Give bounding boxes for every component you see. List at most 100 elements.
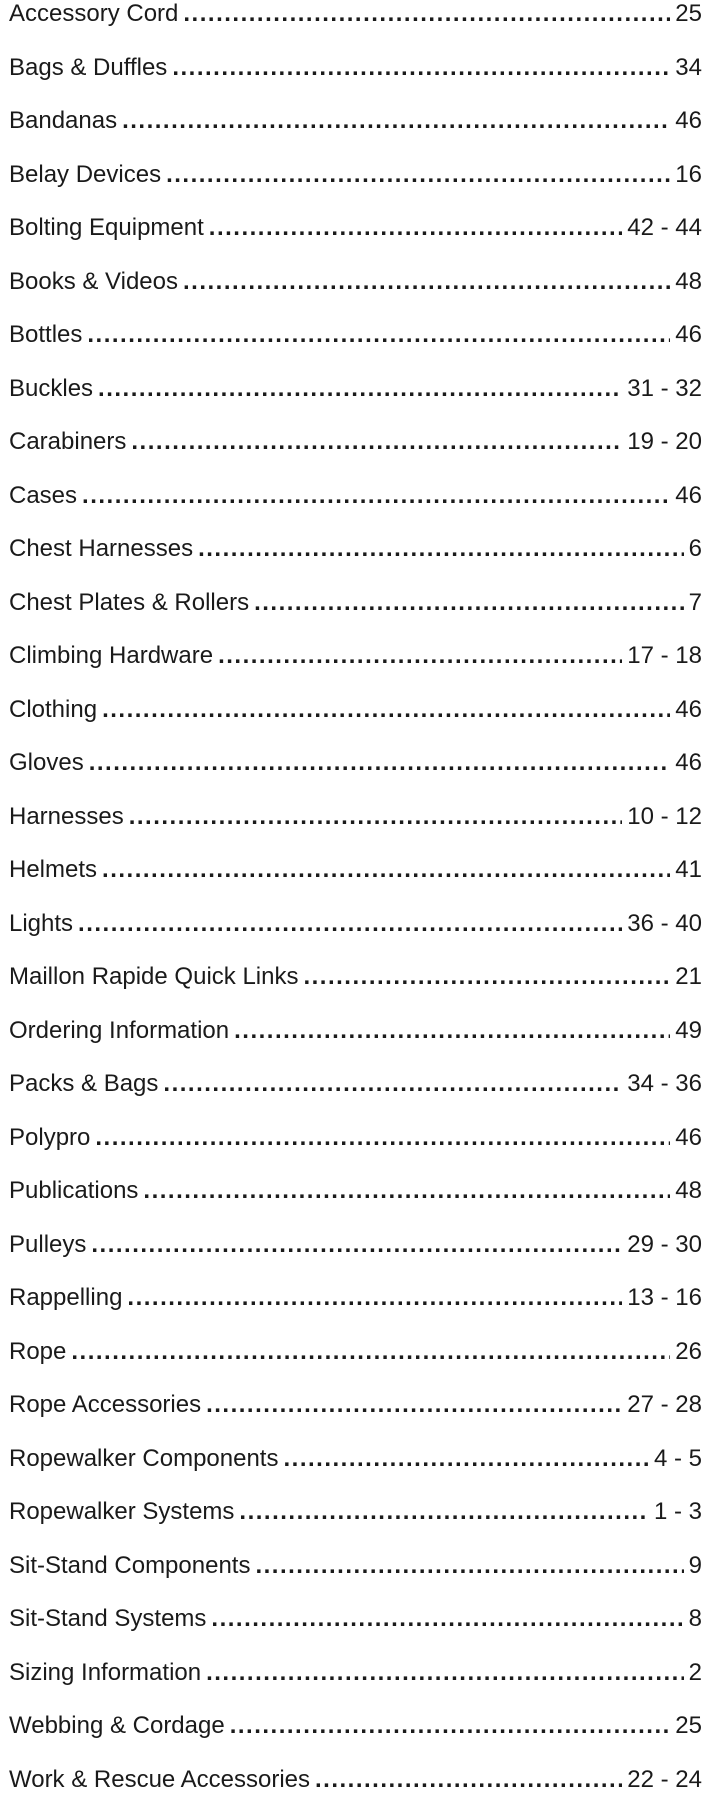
index-entry[interactable]: Rope Accessories 27 - 28 [9,1391,702,1445]
dot-leader [239,1500,649,1524]
index-entry[interactable]: Lights36 - 40 [9,910,702,964]
entry-label: Ropewalker Systems [9,1500,234,1524]
index-entry[interactable]: Packs & Bags 34 - 36 [9,1070,702,1124]
index-entry[interactable]: Bolting Equipment 42 - 44 [9,214,702,268]
index-entry[interactable]: Bags & Duffles 34 [9,54,702,108]
entry-label: Gloves [9,751,84,775]
dot-leader [209,216,622,240]
entry-label: Chest Plates & Rollers [9,591,249,615]
entry-page-number: 9 [689,1554,702,1578]
dot-leader [122,109,670,133]
index-entry[interactable]: Chest Plates & Rollers 7 [9,589,702,643]
index-entry[interactable]: Harnesses 10 - 12 [9,803,702,857]
entry-label: Buckles [9,377,93,401]
index-entry[interactable]: Cases46 [9,482,702,536]
index-entry[interactable]: Accessory Cord 25 [9,0,702,54]
entry-label: Bandanas [9,109,117,133]
index-entry[interactable]: Belay Devices16 [9,161,702,215]
entry-page-number: 17 - 18 [627,644,702,668]
entry-label: Polypro [9,1126,90,1150]
entry-page-number: 48 [675,270,702,294]
index-entry[interactable]: Bottles46 [9,321,702,375]
entry-page-number: 34 - 36 [627,1072,702,1096]
index-entry[interactable]: Ropewalker Components4 - 5 [9,1445,702,1499]
entry-label: Rope Accessories [9,1393,201,1417]
index-entry[interactable]: Rappelling13 - 16 [9,1284,702,1338]
dot-leader [87,323,670,347]
dot-leader [163,1072,622,1096]
dot-leader [127,1286,622,1310]
index-entry[interactable]: Webbing & Cordage25 [9,1712,702,1766]
index-entry[interactable]: Rope26 [9,1338,702,1392]
dot-leader [143,1179,670,1203]
index-entry[interactable]: Polypro46 [9,1124,702,1178]
entry-label: Webbing & Cordage [9,1714,225,1738]
dot-leader [303,965,670,989]
index-entry[interactable]: Sizing Information2 [9,1659,702,1713]
dot-leader [78,912,622,936]
entry-page-number: 31 - 32 [627,377,702,401]
index-entry[interactable]: Publications48 [9,1177,702,1231]
dot-leader [315,1768,622,1792]
entry-label: Bags & Duffles [9,56,167,80]
index-entry[interactable]: Ordering Information49 [9,1017,702,1071]
dot-leader [102,698,670,722]
entry-label: Maillon Rapide Quick Links [9,965,298,989]
entry-page-number: 48 [675,1179,702,1203]
entry-label: Clothing [9,698,97,722]
dot-leader [234,1019,670,1043]
index-entry[interactable]: Ropewalker Systems1 - 3 [9,1498,702,1552]
index-entry[interactable]: Work & Rescue Accessories22 - 24 [9,1766,702,1819]
entry-page-number: 42 - 44 [627,216,702,240]
entry-label: Belay Devices [9,163,161,187]
entry-label: Packs & Bags [9,1072,158,1096]
index-entry[interactable]: Chest Harnesses6 [9,535,702,589]
entry-page-number: 26 [675,1340,702,1364]
index-entry[interactable]: Climbing Hardware17 - 18 [9,642,702,696]
entry-label: Cases [9,484,77,508]
dot-leader [218,644,622,668]
index-entry[interactable]: Buckles 31 - 32 [9,375,702,429]
index-entry[interactable]: Pulleys 29 - 30 [9,1231,702,1285]
entry-label: Sizing Information [9,1661,201,1685]
entry-label: Bolting Equipment [9,216,204,240]
dot-leader [255,1554,683,1578]
entry-label: Chest Harnesses [9,537,193,561]
dot-leader [129,805,623,829]
index-entry[interactable]: Carabiners 19 - 20 [9,428,702,482]
dot-leader [91,1233,622,1257]
entry-label: Sit-Stand Systems [9,1607,206,1631]
dot-leader [206,1393,622,1417]
index-entry[interactable]: Sit-Stand Systems 8 [9,1605,702,1659]
entry-page-number: 19 - 20 [627,430,702,454]
dot-leader [95,1126,670,1150]
index-entry[interactable]: Sit-Stand Components9 [9,1552,702,1606]
dot-leader [102,858,670,882]
dot-leader [89,751,671,775]
entry-label: Harnesses [9,805,124,829]
dot-leader [131,430,622,454]
dot-leader [172,56,670,80]
entry-label: Carabiners [9,430,126,454]
entry-page-number: 21 [675,965,702,989]
entry-page-number: 34 [675,56,702,80]
entry-page-number: 10 - 12 [627,805,702,829]
entry-page-number: 22 - 24 [627,1768,702,1792]
entry-page-number: 29 - 30 [627,1233,702,1257]
entry-label: Pulleys [9,1233,86,1257]
entry-page-number: 27 - 28 [627,1393,702,1417]
index-entry[interactable]: Clothing46 [9,696,702,750]
index-list: Accessory Cord 25 Bags & Duffles 34 Bandan… [9,0,702,1819]
entry-page-number: 25 [675,2,702,26]
dot-leader [198,537,684,561]
index-entry[interactable]: Books & Videos48 [9,268,702,322]
entry-page-number: 8 [689,1607,702,1631]
index-entry[interactable]: Helmets41 [9,856,702,910]
entry-page-number: 46 [675,109,702,133]
entry-label: Accessory Cord [9,2,178,26]
dot-leader [166,163,670,187]
index-entry[interactable]: Bandanas 46 [9,107,702,161]
entry-page-number: 7 [689,591,702,615]
index-entry[interactable]: Gloves46 [9,749,702,803]
index-entry[interactable]: Maillon Rapide Quick Links 21 [9,963,702,1017]
